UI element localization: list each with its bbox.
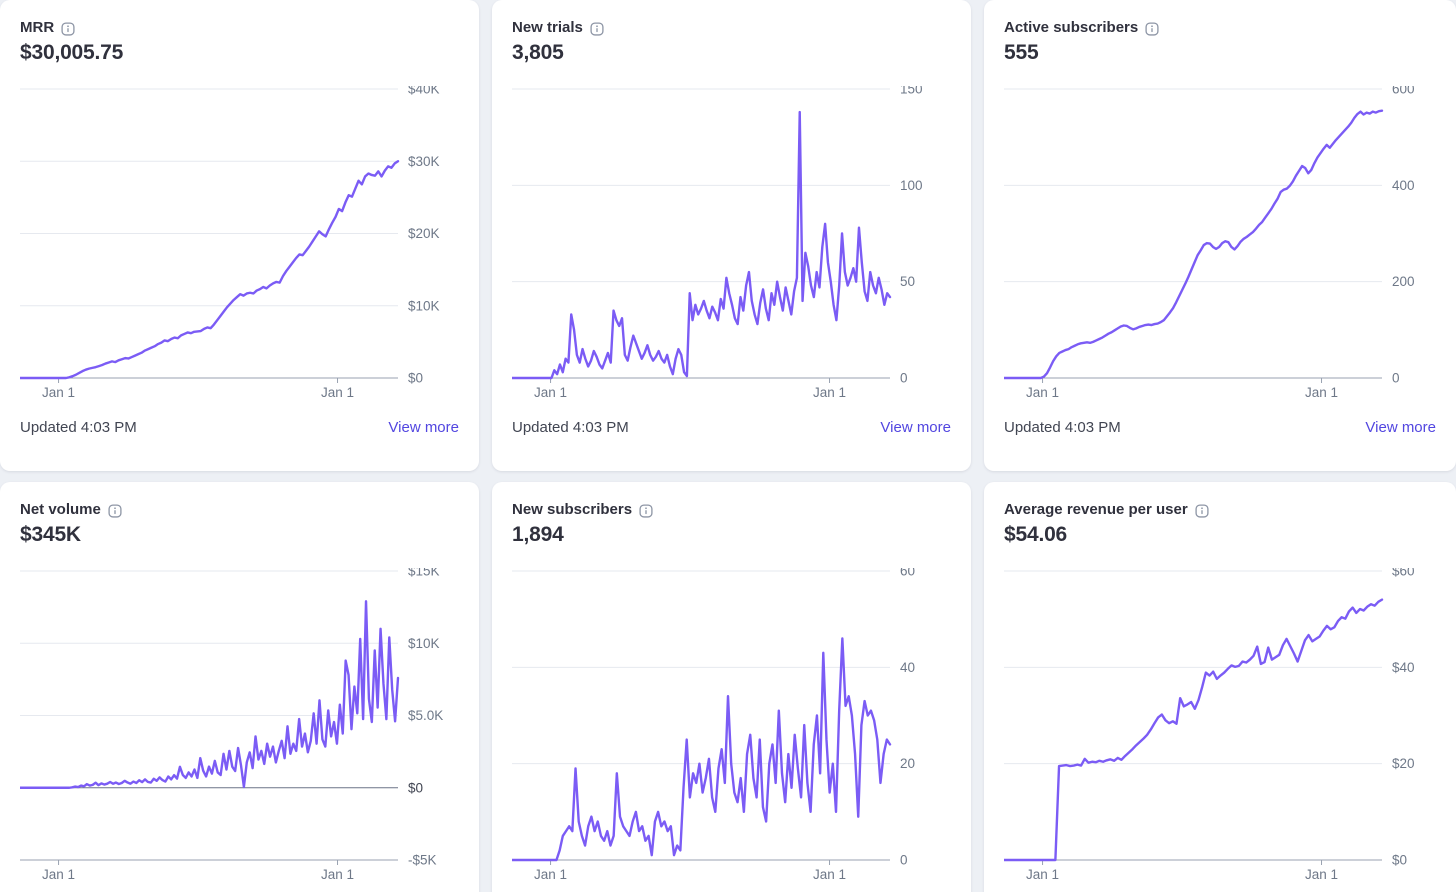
series-line <box>512 637 892 862</box>
y-axis-label: 400 <box>1392 178 1415 193</box>
card-footer: Updated 4:03 PM View more <box>20 419 459 436</box>
y-axis-label: $20K <box>408 226 440 241</box>
card-header: New subscribers <box>512 500 951 520</box>
x-axis-label: Jan 1 <box>1305 867 1338 882</box>
y-axis-label: 20 <box>900 756 915 771</box>
card-header: MRR <box>20 18 459 38</box>
y-axis-label: 0 <box>900 371 908 386</box>
card-footer: Updated 4:03 PM View more <box>512 419 951 436</box>
series-line <box>20 600 400 789</box>
y-axis-label: $20 <box>1392 756 1415 771</box>
chart-new-trials[interactable]: 150 100 50 0 Jan 1 Jan 1 <box>512 86 944 404</box>
y-axis-label: $10K <box>408 298 440 313</box>
metric-card-average-revenue-per-user: Average revenue per user $54.06 $60 $40 $2… <box>984 482 1456 892</box>
x-axis-label: Jan 1 <box>1305 385 1338 400</box>
y-axis-label: $10K <box>408 636 440 651</box>
y-axis-label: $30K <box>408 154 440 169</box>
series-line <box>512 110 892 380</box>
card-header: New trials <box>512 18 951 38</box>
y-axis-label: -$5K <box>408 853 437 868</box>
x-axis-label: Jan 1 <box>1026 867 1059 882</box>
y-axis-label: $60 <box>1392 568 1415 579</box>
y-axis-label: $0 <box>1392 853 1407 868</box>
chart-average-revenue-per-user[interactable]: $60 $40 $20 $0 Jan 1 Jan 1 <box>1004 568 1436 886</box>
card-title: Average revenue per user <box>1004 501 1188 518</box>
card-header: Net volume <box>20 500 459 520</box>
card-header: Active subscribers <box>1004 18 1436 38</box>
metric-card-net-volume: Net volume $345K $15K $10K $5.0K $0 -$5K Jan … <box>0 482 479 892</box>
metric-card-active-subscribers: Active subscribers 555 600 400 200 0 Jan 1 Ja… <box>984 0 1456 471</box>
updated-timestamp: Updated 4:03 PM <box>1004 419 1121 436</box>
info-icon[interactable] <box>590 21 604 36</box>
card-title: New trials <box>512 19 583 36</box>
card-title: New subscribers <box>512 501 633 518</box>
card-value: 3,805 <box>512 41 564 64</box>
view-more-link[interactable]: View more <box>388 419 459 436</box>
series-line <box>1004 109 1384 380</box>
y-axis-label: $40K <box>408 86 440 97</box>
metric-card-mrr: MRR $30,005.75 $40K $30K $20K $10K $0 Jan 1 Ja… <box>0 0 479 471</box>
view-more-link[interactable]: View more <box>1365 419 1436 436</box>
y-axis-label: $5.0K <box>408 708 443 723</box>
metric-card-new-subscribers: New subscribers 1,894 60 40 20 0 Jan 1 Jan 1 … <box>492 482 971 892</box>
x-axis-label: Jan 1 <box>321 385 354 400</box>
card-title: MRR <box>20 19 55 36</box>
card-title: Net volume <box>20 501 101 518</box>
y-axis-label: 150 <box>900 86 923 97</box>
card-title: Active subscribers <box>1004 19 1139 36</box>
y-axis-label: 0 <box>1392 371 1400 386</box>
y-axis-label: 100 <box>900 178 923 193</box>
metric-card-new-trials: New trials 3,805 150 100 50 0 Jan 1 Jan 1 Upd… <box>492 0 971 471</box>
chart-net-volume[interactable]: $15K $10K $5.0K $0 -$5K Jan 1 Jan 1 <box>20 568 452 886</box>
info-icon[interactable] <box>639 503 653 518</box>
x-axis-label: Jan 1 <box>534 385 567 400</box>
card-footer: Updated 4:03 PM View more <box>1004 419 1436 436</box>
chart-new-subscribers[interactable]: 60 40 20 0 Jan 1 Jan 1 <box>512 568 944 886</box>
updated-timestamp: Updated 4:03 PM <box>512 419 629 436</box>
y-axis-label: 200 <box>1392 274 1415 289</box>
chart-active-subscribers[interactable]: 600 400 200 0 Jan 1 Jan 1 <box>1004 86 1436 404</box>
y-axis-label: 60 <box>900 568 915 579</box>
card-value: $30,005.75 <box>20 41 124 64</box>
series-line <box>1004 598 1384 862</box>
x-axis-label: Jan 1 <box>42 385 75 400</box>
x-axis-label: Jan 1 <box>42 867 75 882</box>
y-axis-label: 0 <box>900 853 908 868</box>
card-value: 1,894 <box>512 523 564 546</box>
card-value: $345K <box>20 523 81 546</box>
chart-mrr[interactable]: $40K $30K $20K $10K $0 Jan 1 Jan 1 <box>20 86 452 404</box>
card-value: 555 <box>1004 41 1039 64</box>
view-more-link[interactable]: View more <box>880 419 951 436</box>
info-icon[interactable] <box>1195 503 1209 518</box>
y-axis-label: 40 <box>900 660 915 675</box>
y-axis-label: 600 <box>1392 86 1415 97</box>
info-icon[interactable] <box>108 503 122 518</box>
x-axis-label: Jan 1 <box>813 867 846 882</box>
card-header: Average revenue per user <box>1004 500 1436 520</box>
x-axis-label: Jan 1 <box>1026 385 1059 400</box>
card-value: $54.06 <box>1004 523 1068 546</box>
x-axis-label: Jan 1 <box>321 867 354 882</box>
y-axis-label: 50 <box>900 274 915 289</box>
y-axis-label: $15K <box>408 568 440 579</box>
y-axis-label: $40 <box>1392 660 1415 675</box>
y-axis-label: $0 <box>408 371 423 386</box>
updated-timestamp: Updated 4:03 PM <box>20 419 137 436</box>
x-axis-label: Jan 1 <box>813 385 846 400</box>
info-icon[interactable] <box>1145 21 1159 36</box>
x-axis-label: Jan 1 <box>534 867 567 882</box>
y-axis-label: $0 <box>408 780 423 795</box>
info-icon[interactable] <box>61 21 75 36</box>
series-line <box>20 160 400 380</box>
